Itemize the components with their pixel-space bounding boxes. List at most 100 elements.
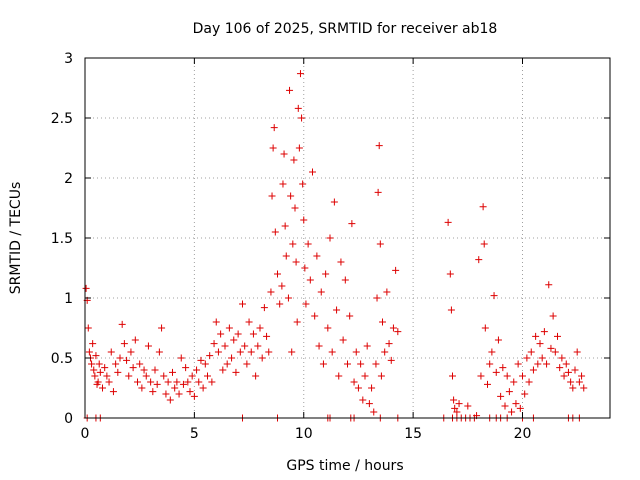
data-point <box>381 348 389 356</box>
data-point <box>330 198 338 206</box>
data-point <box>315 342 323 350</box>
data-point <box>309 168 316 176</box>
data-point <box>556 364 564 372</box>
data-point <box>208 378 216 386</box>
data-point <box>236 348 244 356</box>
data-point <box>453 408 461 416</box>
data-point <box>219 366 227 374</box>
data-points <box>82 70 588 422</box>
data-point <box>292 258 300 266</box>
data-point <box>549 312 557 320</box>
data-point <box>521 390 529 398</box>
data-point <box>217 330 225 338</box>
data-point <box>545 281 553 289</box>
x-axis-label: GPS time / hours <box>286 458 403 474</box>
data-point <box>554 332 561 340</box>
data-point <box>95 360 103 368</box>
x-tick-label: 15 <box>404 426 422 442</box>
data-point <box>304 240 312 248</box>
data-point <box>193 366 201 374</box>
data-point <box>512 400 520 408</box>
data-point <box>114 368 122 376</box>
data-point <box>89 340 97 348</box>
y-axis-label: SRMTID / TECUs <box>8 182 24 295</box>
data-point <box>197 356 205 364</box>
data-point <box>210 340 218 348</box>
data-point <box>394 328 402 336</box>
data-point <box>446 270 454 278</box>
data-point <box>339 336 347 344</box>
data-point <box>337 258 345 266</box>
data-point <box>147 378 155 386</box>
data-point <box>368 384 376 392</box>
data-point <box>480 240 488 248</box>
y-tick-label: 0.5 <box>51 351 73 367</box>
data-point <box>354 384 362 392</box>
data-point <box>514 360 522 368</box>
data-point <box>249 330 257 338</box>
data-point <box>573 348 581 356</box>
data-point <box>560 372 568 380</box>
data-point <box>279 180 287 188</box>
data-point <box>490 292 498 300</box>
data-point <box>335 372 343 380</box>
x-tick-label: 20 <box>514 426 532 442</box>
data-point <box>324 324 332 332</box>
data-point <box>326 234 334 242</box>
axis-ticks: 0 5 10 15 20 0 0.5 1 1.5 2 2.5 3 <box>51 51 610 442</box>
data-point <box>536 340 544 348</box>
data-point <box>278 282 286 290</box>
data-point <box>270 124 278 132</box>
data-point <box>295 144 303 152</box>
data-point <box>204 372 211 380</box>
data-point <box>341 276 349 284</box>
x-tick-label: 0 <box>81 426 90 442</box>
data-point <box>96 368 104 376</box>
data-point <box>301 264 309 272</box>
data-point <box>225 324 233 332</box>
data-point <box>567 378 575 386</box>
data-point <box>519 372 526 380</box>
data-point <box>188 372 196 380</box>
data-point <box>281 222 289 230</box>
data-point <box>158 324 166 332</box>
data-point <box>580 384 588 392</box>
data-point <box>508 408 516 416</box>
data-point <box>551 348 559 356</box>
data-point <box>103 372 111 380</box>
data-point <box>286 86 294 94</box>
data-point <box>144 342 152 350</box>
data-point <box>322 270 330 278</box>
data-point <box>291 204 299 212</box>
data-point <box>282 252 290 260</box>
data-point <box>374 188 382 196</box>
data-point <box>284 294 292 302</box>
data-point <box>451 404 459 412</box>
data-point <box>118 320 126 328</box>
y-tick-label: 2 <box>64 171 73 187</box>
data-point <box>510 378 518 386</box>
data-point <box>488 348 496 356</box>
data-point <box>288 348 296 356</box>
data-point <box>529 366 537 374</box>
y-tick-label: 0 <box>64 411 73 427</box>
data-point <box>162 390 170 398</box>
y-tick-label: 3 <box>64 51 73 67</box>
data-point <box>306 276 314 284</box>
data-point <box>254 342 262 350</box>
data-point <box>260 304 268 312</box>
data-point <box>387 356 395 364</box>
data-point <box>317 288 325 296</box>
data-point <box>171 384 179 392</box>
data-point <box>252 372 260 380</box>
data-point <box>481 324 489 332</box>
data-point <box>256 324 264 332</box>
data-point <box>228 354 236 362</box>
data-point <box>385 340 393 348</box>
data-point <box>241 342 249 350</box>
data-point <box>379 318 386 326</box>
data-point <box>365 400 373 408</box>
data-point <box>348 220 356 228</box>
data-point <box>484 380 491 388</box>
